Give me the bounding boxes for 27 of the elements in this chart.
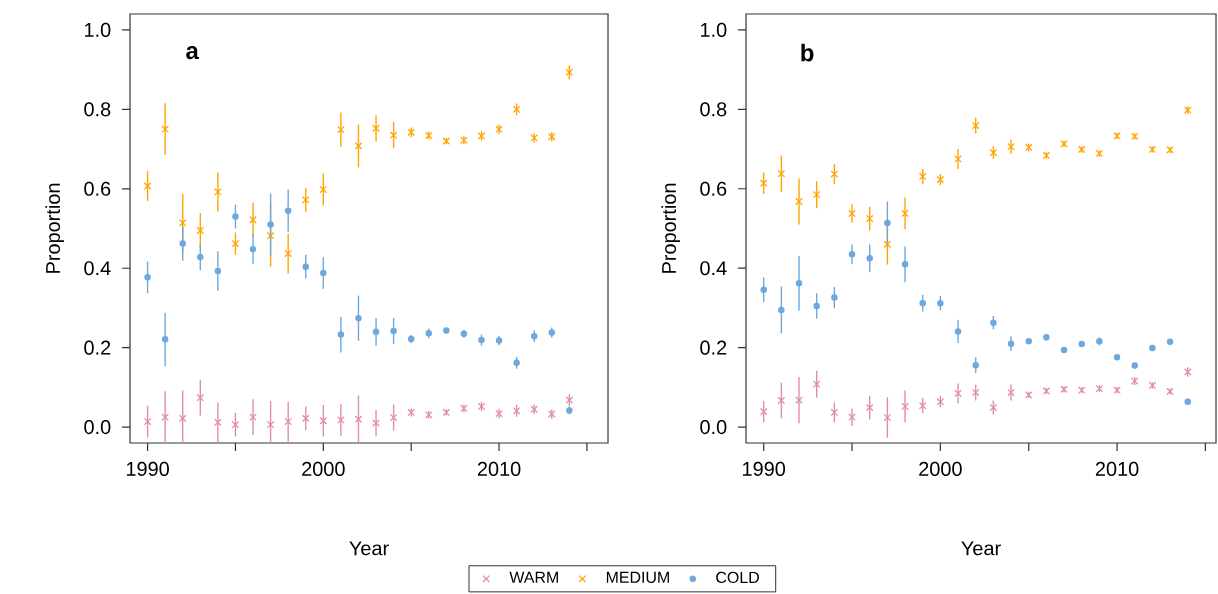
y-tick-label: 0.4 [700,261,727,276]
x-tick-label: 2000 [302,461,345,476]
y-tick-label: 0.2 [700,340,727,355]
x-tick-label: 1990 [126,461,169,476]
y-tick-label: 0.0 [700,420,727,435]
legend-label: COLD [716,571,759,584]
y-tick-label: 1.0 [85,22,111,37]
x-axis-title: Year [961,541,1001,556]
x-axis-title: Year [349,541,389,556]
y-axis-title: Proportion [661,183,680,273]
y-axis-title: Proportion [45,183,64,273]
x-tick-label: 2000 [919,461,962,476]
x-tick-label: 1990 [743,461,786,476]
y-tick-label: 1.0 [701,22,727,37]
legend-label: MEDIUM [606,571,669,583]
y-tick-label: 0.6 [84,181,111,196]
y-tick-label: 0.2 [84,340,111,355]
legend-label: WARM [509,571,558,583]
y-tick-label: 0.0 [84,420,111,435]
annotation: a [186,46,199,60]
y-tick-label: 0.8 [84,102,111,117]
y-tick-label: 0.4 [84,261,111,276]
x-tick-label: 2010 [1095,461,1139,476]
y-tick-label: 0.6 [700,181,727,196]
annotation: b [801,43,814,62]
x-tick-label: 2010 [477,461,521,476]
y-tick-label: 0.8 [700,102,727,117]
